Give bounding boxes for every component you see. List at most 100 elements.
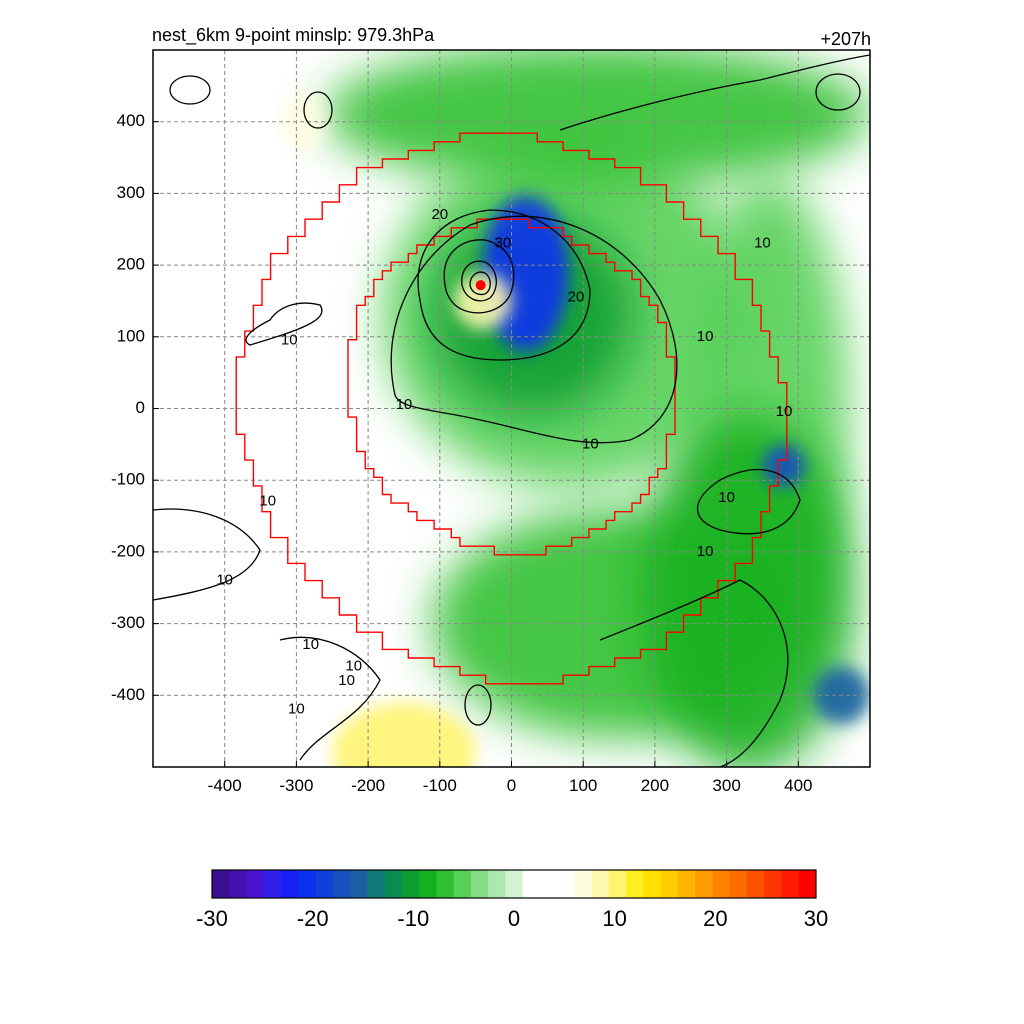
colorbar-cell-10 [384, 870, 403, 898]
y-tick-label-5: -100 [111, 470, 145, 489]
colorbar-cell-26 [660, 870, 679, 898]
x-tick-label-3: -100 [423, 776, 457, 795]
contour-label-10: 10 [754, 235, 771, 252]
colorbar-cell-24 [626, 870, 644, 898]
colorbar-cell-11 [401, 870, 420, 898]
contour-label-6: 10 [345, 658, 362, 675]
y-axis: 400 300 200 100 0 -100 -200 -300 -400 [111, 111, 159, 704]
contour-10-inner [390, 215, 678, 444]
contour-label-2: 10 [582, 435, 599, 452]
field-cell-6 [762, 444, 806, 488]
contour-eye-2 [469, 271, 491, 296]
colorbar: -30 -20 -10 0 10 20 30 [196, 869, 828, 931]
colorbar-tick-1: -20 [297, 906, 329, 931]
contour-30 [443, 239, 515, 314]
colorbar-tick-3: 0 [508, 906, 520, 931]
colorbar-ticks: -30 -20 -10 0 10 20 30 [196, 906, 828, 931]
inner-ring [347, 218, 676, 556]
colorbar-tick-2: -10 [397, 906, 429, 931]
x-tick-label-2: -200 [351, 776, 385, 795]
contour-label-4: 10 [216, 572, 233, 589]
colorbar-cell-32 [764, 870, 782, 898]
y-tick-label-8: -400 [111, 685, 145, 704]
contour-label-7: 10 [288, 701, 305, 718]
contour-label-11: 10 [776, 403, 793, 420]
colorbar-tick-6: 30 [804, 906, 828, 931]
contour-blob-ne [815, 73, 861, 111]
field-cell-5 [640, 415, 856, 767]
y-tick-label-1: 300 [117, 183, 145, 202]
field-cell-8 [325, 50, 870, 187]
outer-ring [235, 132, 788, 685]
time-label: +207h [820, 29, 871, 49]
grid-lines [153, 50, 870, 767]
x-tick-label-6: 200 [641, 776, 669, 795]
x-tick-label-7: 300 [712, 776, 740, 795]
contour-label-9: 10 [697, 328, 714, 345]
contour-blob-s [464, 684, 492, 726]
contour-10-east [696, 468, 801, 535]
colorbar-cell-12 [419, 870, 437, 898]
colorbar-cell-1 [229, 870, 248, 898]
contour-label-1: 10 [396, 396, 413, 413]
colorbar-cell-34 [798, 870, 817, 898]
colorbar-cell-2 [246, 870, 265, 898]
colorbar-cell-16 [488, 870, 506, 898]
x-tick-label-5: 100 [569, 776, 597, 795]
contour-blob-n [303, 91, 333, 129]
contour-label-16: 30 [495, 235, 512, 252]
colorbar-cell-33 [781, 870, 800, 898]
contour-20 [417, 209, 591, 361]
colorbar-cell-21 [574, 870, 593, 898]
colorbar-cell-9 [367, 870, 386, 898]
contour-lines [153, 54, 870, 767]
y-tick-label-3: 100 [117, 326, 145, 345]
colorbar-cell-28 [695, 870, 713, 898]
contour-label-8: 10 [338, 672, 355, 689]
contour-label-14: 20 [431, 206, 448, 223]
colorbar-cell-30 [729, 870, 748, 898]
contour-label-13: 10 [697, 543, 714, 560]
chart-title: nest_6km 9-point minslp: 979.3hPa [152, 25, 435, 46]
colorbar-cell-13 [436, 870, 455, 898]
x-tick-label-4: 0 [507, 776, 516, 795]
colorbar-cell-19 [539, 870, 558, 898]
y-tick-label-6: -200 [111, 541, 145, 560]
x-tick-label-8: 400 [784, 776, 812, 795]
x-tick-label-0: -400 [208, 776, 242, 795]
contour-label-3: 10 [259, 493, 276, 510]
colorbar-tick-0: -30 [196, 906, 228, 931]
contour-10-ne [559, 54, 870, 131]
red-rings [235, 132, 788, 685]
contour-label-12: 10 [718, 489, 735, 506]
colorbar-cell-18 [522, 870, 541, 898]
x-axis: -400 -300 -200 -100 0 100 200 300 400 [208, 761, 812, 795]
contour-10-se [599, 579, 789, 767]
contour-label-15: 20 [568, 288, 585, 305]
y-tick-label-4: 0 [136, 398, 145, 417]
colorbar-cells [212, 870, 817, 898]
contour-eye-1 [461, 260, 497, 302]
colorbar-tick-4: 10 [602, 906, 626, 931]
colorbar-cell-29 [712, 870, 731, 898]
colorbar-cell-3 [263, 870, 282, 898]
colorbar-frame [211, 869, 817, 899]
colorbar-cell-17 [505, 870, 524, 898]
colorbar-cell-27 [677, 870, 696, 898]
colorbar-cell-25 [643, 870, 662, 898]
colorbar-cell-0 [212, 870, 230, 898]
contour-blob-nw [169, 75, 211, 105]
colorbar-cell-14 [453, 870, 472, 898]
y-tick-label-2: 200 [117, 255, 145, 274]
contour-10-main [245, 302, 323, 346]
colorbar-cell-20 [557, 870, 575, 898]
field-cell-2 [482, 193, 569, 352]
colorbar-cell-6 [315, 870, 334, 898]
colorbar-cell-8 [350, 870, 368, 898]
colorbar-cell-22 [591, 870, 610, 898]
colorbar-cell-15 [470, 870, 489, 898]
contour-10-sw [279, 636, 381, 761]
